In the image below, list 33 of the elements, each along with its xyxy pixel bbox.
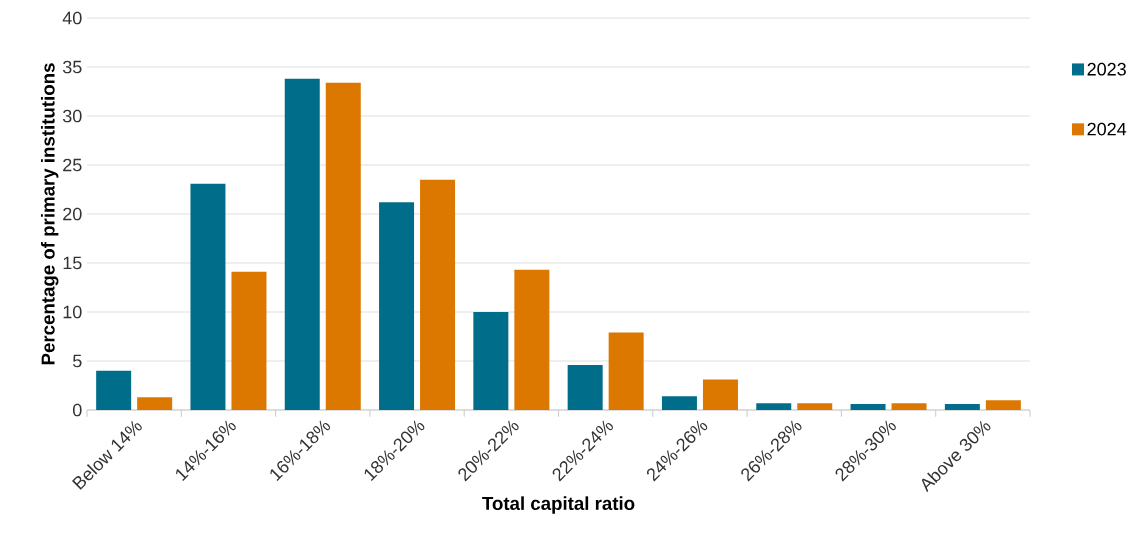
y-tick-label: 30 xyxy=(62,109,82,123)
bar xyxy=(944,404,980,410)
y-tick-label: 25 xyxy=(63,158,82,172)
bar xyxy=(514,269,550,410)
bar xyxy=(756,403,792,410)
y-tick-label: 0 xyxy=(73,403,82,417)
bar xyxy=(702,379,738,410)
bar xyxy=(608,332,644,410)
bar xyxy=(661,396,697,410)
bar xyxy=(231,271,267,410)
bar xyxy=(797,403,833,410)
bar xyxy=(96,370,132,410)
y-tick-label: 10 xyxy=(63,305,82,319)
bar xyxy=(891,403,927,410)
bar xyxy=(850,404,886,410)
x-axis-title: Total capital ratio xyxy=(482,496,635,514)
bar xyxy=(325,82,361,410)
bar xyxy=(567,364,603,410)
y-tick-label: 35 xyxy=(62,60,82,74)
y-tick-label: 15 xyxy=(63,256,82,270)
y-axis-title: Percentage of primary institutions xyxy=(40,63,59,365)
y-tick-label: 40 xyxy=(62,11,82,25)
bar xyxy=(985,400,1021,410)
y-tick-label: 5 xyxy=(73,354,82,368)
y-tick-label: 20 xyxy=(63,207,82,221)
bar xyxy=(190,183,226,410)
legend-label: 2024 xyxy=(1087,122,1127,136)
bar xyxy=(284,78,320,410)
bar xyxy=(420,179,456,410)
bar xyxy=(379,202,415,410)
bar xyxy=(473,312,509,410)
bar xyxy=(137,397,173,410)
legend-label: 2023 xyxy=(1087,62,1126,76)
